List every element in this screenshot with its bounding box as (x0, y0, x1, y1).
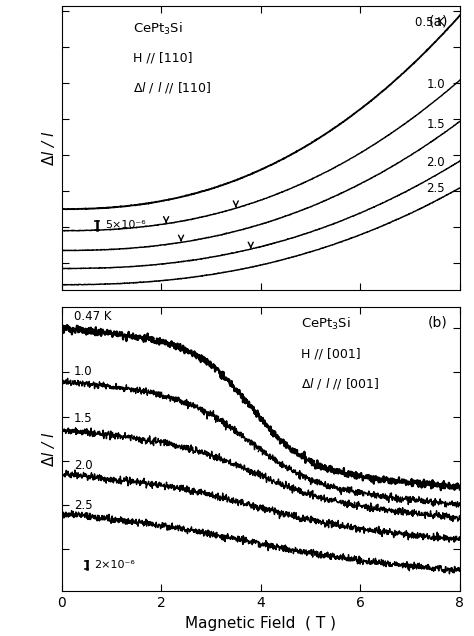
Text: H // [001]: H // [001] (301, 347, 360, 360)
Text: 1.0: 1.0 (426, 78, 445, 91)
Text: 2×10⁻⁶: 2×10⁻⁶ (94, 560, 135, 570)
Text: 0.47 K: 0.47 K (74, 310, 111, 323)
Text: 0.5 K: 0.5 K (415, 17, 445, 29)
Text: 5×10⁻⁶: 5×10⁻⁶ (105, 220, 146, 230)
Text: 1.0: 1.0 (74, 364, 93, 378)
Text: H // [110]: H // [110] (133, 52, 193, 65)
Text: (a): (a) (428, 15, 448, 29)
X-axis label: Magnetic Field  ( T ): Magnetic Field ( T ) (185, 616, 336, 631)
Text: 2.5: 2.5 (74, 499, 93, 512)
Text: $\Delta l$ / $l$ // [110]: $\Delta l$ / $l$ // [110] (133, 80, 212, 95)
Text: $\Delta l$ / $l$ // [001]: $\Delta l$ / $l$ // [001] (301, 376, 379, 391)
Text: (b): (b) (428, 316, 448, 330)
Text: 2.0: 2.0 (426, 156, 445, 169)
Text: CePt$_3$Si: CePt$_3$Si (301, 316, 350, 332)
Text: 2.5: 2.5 (426, 181, 445, 195)
Text: 2.0: 2.0 (74, 459, 93, 472)
Y-axis label: $\Delta l$ / $l$: $\Delta l$ / $l$ (40, 432, 57, 467)
Text: 1.5: 1.5 (426, 118, 445, 131)
Text: CePt$_3$Si: CePt$_3$Si (133, 20, 183, 37)
Text: 1.5: 1.5 (74, 412, 93, 425)
Y-axis label: $\Delta l$ / $l$: $\Delta l$ / $l$ (40, 130, 57, 166)
